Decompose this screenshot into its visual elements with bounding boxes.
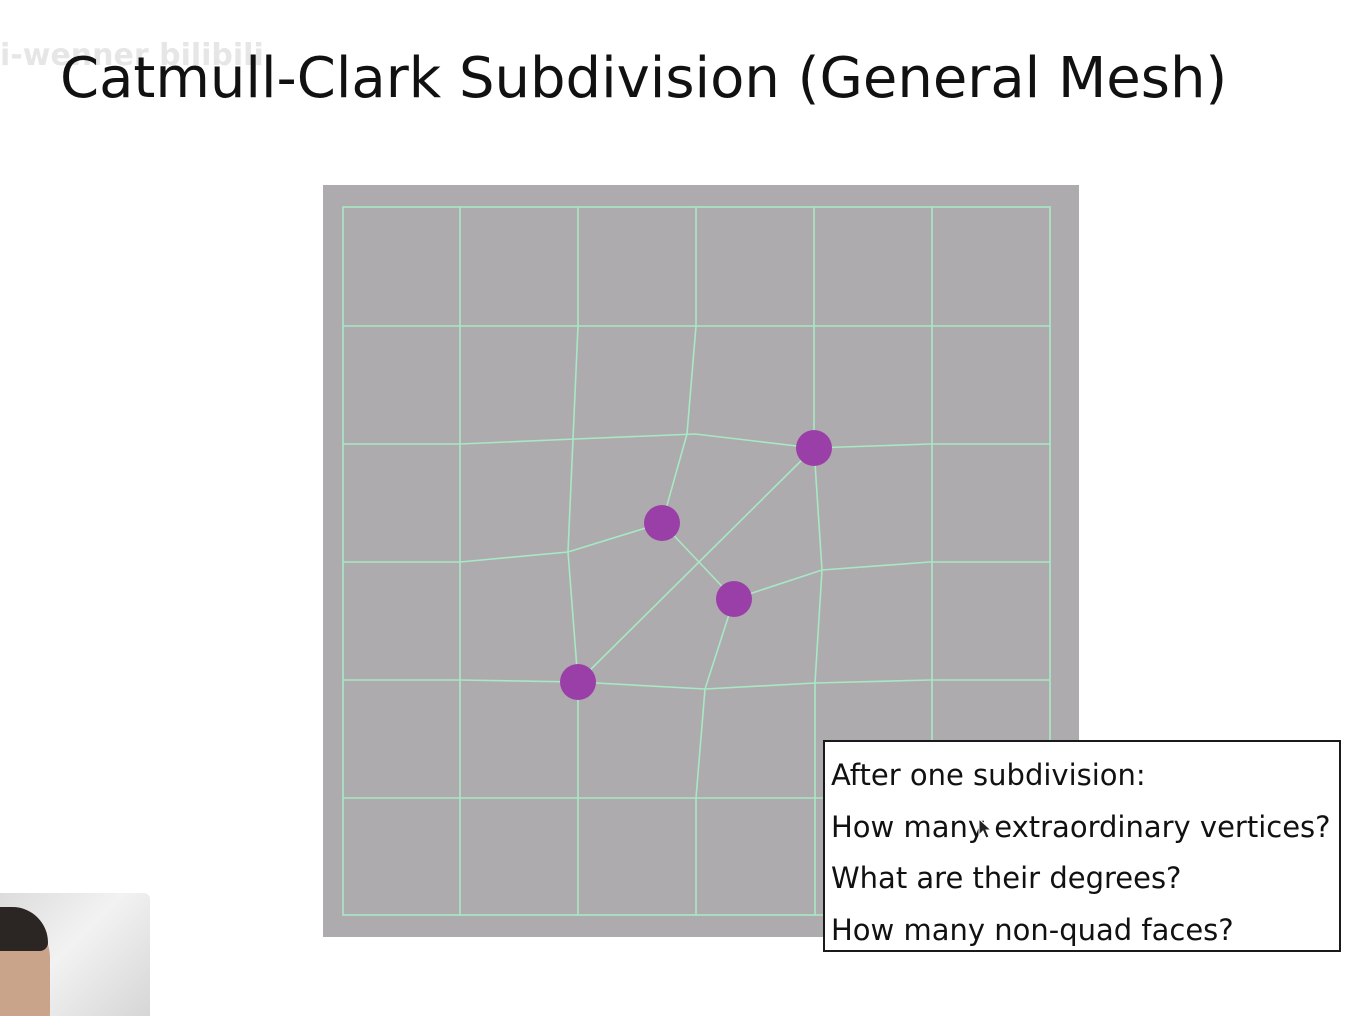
mesh-edge (695, 598, 735, 915)
mesh-edge (567, 207, 579, 915)
extraordinary-vertex (560, 664, 596, 700)
mesh-edge (577, 447, 815, 683)
question-line: After one subdivision: (831, 758, 1146, 792)
mesh-edge (661, 207, 697, 524)
question-line: What are their degrees? (831, 861, 1182, 895)
presenter-hair (0, 907, 48, 951)
question-line: How many extraordinary vertices? (831, 809, 1331, 844)
question-line: How many non-quad faces? (831, 912, 1234, 947)
mesh-edge (733, 561, 1050, 600)
mesh-edges (342, 206, 1051, 916)
presenter-webcam (0, 893, 150, 1016)
slide-title: Catmull-Clark Subdivision (General Mesh) (60, 46, 1228, 111)
mouse-cursor-icon (978, 818, 992, 839)
video-watermark: i-wenner bilibili (0, 38, 264, 73)
mesh-edge (813, 207, 823, 915)
extraordinary-vertex (796, 430, 832, 466)
extraordinary-vertex (716, 581, 752, 617)
extraordinary-vertices (560, 430, 832, 700)
mesh-edge (343, 522, 663, 563)
question-box: After one subdivision: How many extraord… (823, 740, 1341, 952)
extraordinary-vertex (644, 505, 680, 541)
